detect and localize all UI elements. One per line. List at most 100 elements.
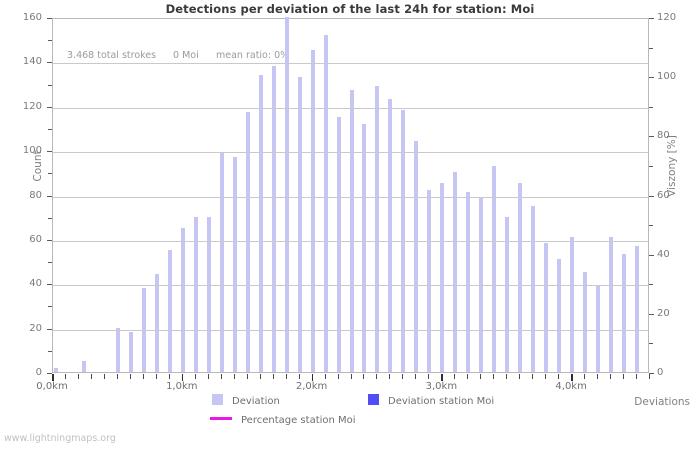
gridline — [53, 240, 648, 242]
x-tick-minor — [558, 374, 560, 379]
x-tick-minor — [337, 374, 339, 379]
y-tick-left — [47, 239, 52, 241]
x-tick-label: 1,0km — [166, 381, 198, 392]
bar — [635, 245, 640, 372]
bar — [115, 327, 120, 372]
bar — [518, 183, 523, 372]
y-axis-label-right: Viszony [%] — [666, 135, 678, 197]
y-tick-label-right: 80 — [657, 130, 670, 142]
legend-item-percentage-station: Percentage station Moi — [210, 415, 356, 426]
bar — [557, 258, 562, 372]
y-tick-left — [47, 328, 52, 330]
y-tick-left — [47, 284, 52, 286]
x-tick-label: 0,0km — [36, 381, 68, 392]
y-tick-right — [649, 77, 654, 79]
bar — [336, 116, 341, 372]
bar — [53, 367, 58, 372]
x-tick-minor — [402, 374, 404, 379]
y-tick-left-minor — [48, 262, 52, 264]
bar — [271, 65, 276, 372]
annotation-total-strokes: 3.468 total strokes — [67, 50, 157, 61]
x-tick-minor — [194, 374, 196, 379]
gridline — [53, 285, 648, 287]
gridline — [53, 63, 648, 65]
x-tick-minor — [415, 374, 417, 379]
y-tick-left-minor — [48, 84, 52, 86]
gridline — [53, 152, 648, 154]
x-tick-minor — [597, 374, 599, 379]
bar — [531, 205, 536, 372]
y-tick-label-left: 60 — [29, 233, 42, 245]
gridline — [53, 107, 648, 109]
y-tick-left-minor — [48, 350, 52, 352]
x-tick-minor — [636, 374, 638, 379]
bar — [583, 272, 588, 372]
x-tick-minor — [103, 374, 105, 379]
y-tick-left-minor — [48, 217, 52, 219]
bar — [128, 332, 133, 372]
y-tick-right-minor — [649, 343, 653, 345]
y-tick-right-minor — [649, 47, 653, 49]
y-tick-label-right: 100 — [657, 71, 677, 83]
x-tick-major — [571, 374, 573, 381]
x-tick-minor — [155, 374, 157, 379]
x-tick-minor — [116, 374, 118, 379]
y-tick-label-right: 20 — [657, 307, 670, 319]
y-tick-label-left: 120 — [22, 100, 42, 112]
bar — [167, 249, 172, 372]
footer-watermark: www.lightningmaps.org — [4, 433, 116, 444]
x-tick-minor — [363, 374, 365, 379]
legend-label-deviation-station: Deviation station Moi — [388, 396, 495, 407]
y-tick-right — [649, 195, 654, 197]
bar — [362, 123, 367, 372]
y-tick-left — [47, 195, 52, 197]
x-tick-label: 4,0km — [555, 381, 587, 392]
bar — [245, 112, 250, 372]
y-tick-label-left: 0 — [35, 367, 42, 378]
y-axis-label-left: Count — [32, 150, 44, 182]
bar — [544, 243, 549, 372]
bar-series — [53, 17, 648, 372]
x-tick-minor — [77, 374, 79, 379]
bar — [232, 156, 237, 372]
x-tick-minor — [649, 374, 650, 379]
legend-label-deviation: Deviation — [232, 396, 280, 407]
bar — [375, 85, 380, 372]
bar — [479, 196, 484, 372]
y-tick-right — [649, 254, 654, 256]
x-tick-major — [441, 374, 443, 381]
y-tick-label-left: 160 — [22, 12, 42, 23]
annotation-station-count: 0 Moi — [173, 50, 199, 61]
x-tick-minor — [532, 374, 534, 379]
x-tick-minor — [259, 374, 261, 379]
y-tick-left-minor — [48, 40, 52, 42]
x-tick-minor — [324, 374, 326, 379]
x-tick-minor — [64, 374, 66, 379]
y-tick-left-minor — [48, 306, 52, 308]
y-tick-left — [47, 62, 52, 64]
x-tick-minor — [467, 374, 469, 379]
y-tick-label-left: 100 — [22, 145, 42, 157]
y-tick-label-right: 0 — [657, 367, 664, 378]
bar — [440, 183, 445, 372]
x-tick-label: 3,0km — [425, 381, 458, 392]
y-tick-label-left: 140 — [22, 56, 42, 68]
x-tick-label: 2,0km — [295, 381, 328, 392]
bar — [154, 274, 159, 372]
gridline — [53, 196, 648, 198]
x-tick-minor — [129, 374, 131, 379]
legend-line-percentage-station — [210, 417, 232, 420]
chart-title: Detections per deviation of the last 24h… — [165, 2, 535, 16]
x-tick-minor — [246, 374, 248, 379]
x-axis-label: Deviations — [634, 396, 690, 408]
bar — [310, 50, 315, 372]
x-tick-minor — [506, 374, 508, 379]
plot-area: 3.468 total strokes 0 Moi mean ratio: 0% — [52, 17, 649, 373]
bar — [505, 216, 510, 372]
bar — [284, 17, 289, 372]
bar — [297, 76, 302, 372]
x-tick-minor — [168, 374, 170, 379]
bar — [180, 227, 185, 372]
x-tick-minor — [389, 374, 391, 379]
bar — [349, 90, 354, 372]
